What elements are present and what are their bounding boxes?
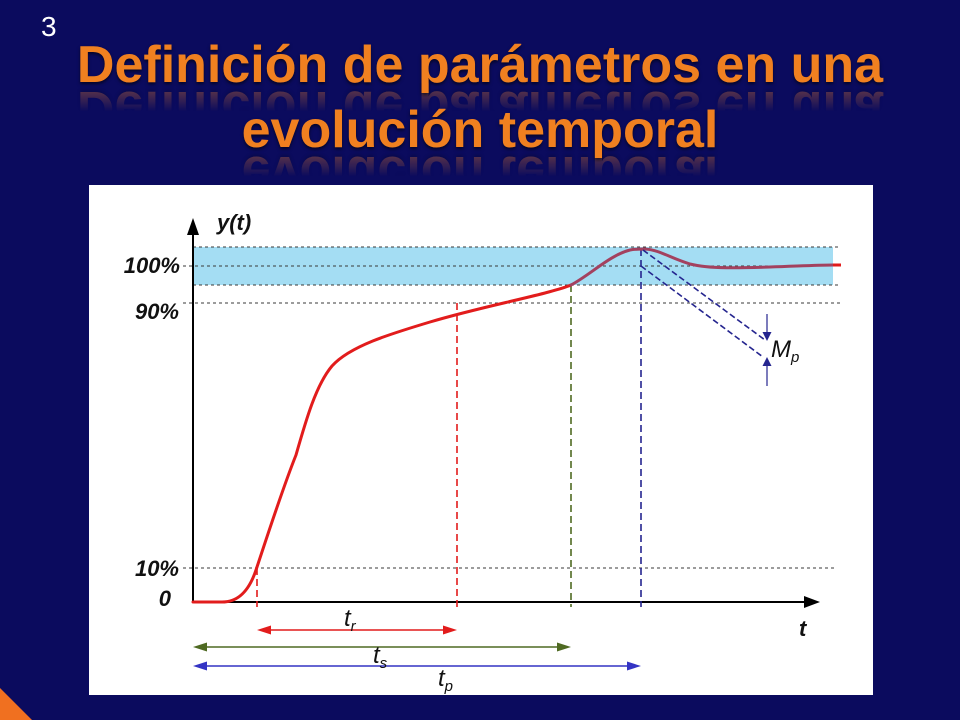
rise-time-symbol: t [344, 605, 352, 632]
settling-time-label: ts [373, 642, 388, 672]
level-label-10: 10% [135, 556, 179, 581]
overshoot-symbol: M [771, 336, 791, 363]
rise-time-subscript: r [351, 618, 357, 635]
overshoot-top-arrowhead [762, 332, 772, 341]
rise-time-arrowhead-left [257, 625, 271, 635]
response-curve-rise [191, 283, 573, 604]
settling-time-symbol: t [373, 642, 381, 669]
y-axis-arrowhead [187, 218, 199, 235]
slide-number: 3 [41, 11, 57, 42]
overshoot-subscript: p [790, 349, 799, 366]
peak-time-symbol: t [438, 665, 446, 692]
peak-time-subscript: p [444, 678, 453, 695]
settling-time-arrowhead-left [193, 642, 207, 652]
overshoot-bottom-arrowhead [762, 357, 772, 366]
y-axis-label: y(t) [216, 210, 251, 235]
response-curve-overshoot [569, 247, 835, 287]
overshoot-upper-guide [642, 249, 766, 341]
level-label-90: 90% [135, 299, 179, 324]
level-label-100: 100% [124, 253, 180, 278]
x-axis-arrowhead [804, 596, 820, 608]
rise-time-label: tr [344, 605, 357, 635]
overshoot-label: Mp [771, 336, 799, 366]
level-label-0: 0 [159, 586, 172, 611]
rise-time-arrowhead-right [443, 625, 457, 635]
slide-title-line-1: Definición de parámetros en una [76, 36, 884, 94]
peak-time-arrowhead-left [193, 661, 207, 671]
slide-title-line-2: evolución temporal [241, 101, 719, 159]
peak-time-label: tp [438, 665, 453, 695]
overshoot-lower-guide [640, 265, 764, 358]
x-axis-label: t [799, 616, 808, 641]
settling-time-arrowhead-right [557, 642, 571, 652]
settling-time-subscript: s [380, 655, 388, 672]
peak-time-arrowhead-right [627, 661, 641, 671]
